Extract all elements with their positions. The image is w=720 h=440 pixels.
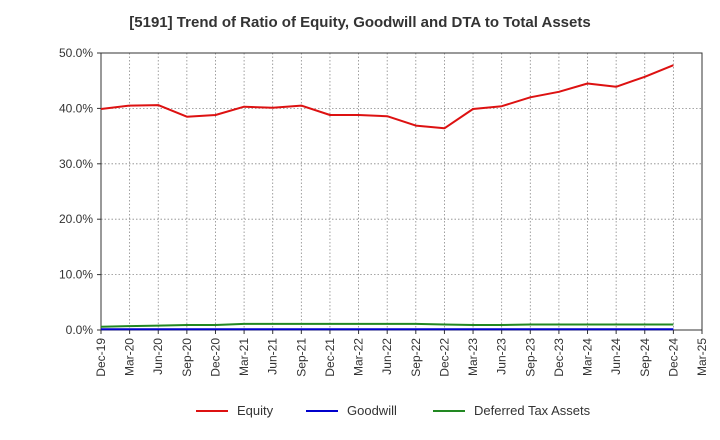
plot-area — [100, 52, 703, 331]
x-tick-label: Mar-23 — [466, 338, 480, 376]
x-tick-label: Mar-25 — [695, 338, 709, 376]
x-tick-label: Mar-22 — [352, 338, 366, 376]
legend-label-deferred-tax-assets: Deferred Tax Assets — [474, 403, 591, 418]
x-tick-label: Mar-24 — [581, 338, 595, 376]
y-tick-label: 0.0% — [66, 323, 94, 337]
series-group — [100, 64, 674, 331]
legend-label-equity: Equity — [237, 403, 274, 418]
y-tick-label: 30.0% — [59, 157, 93, 171]
x-tick-label: Sep-23 — [523, 338, 537, 377]
x-tick-label: Dec-21 — [323, 338, 337, 377]
chart-title: [5191] Trend of Ratio of Equity, Goodwil… — [129, 14, 591, 31]
grid — [101, 53, 702, 330]
x-tick-label: Dec-20 — [208, 338, 222, 377]
series-line-equity — [100, 64, 674, 130]
x-tick-label: Mar-20 — [123, 338, 137, 376]
x-tick-label: Jun-22 — [380, 338, 394, 375]
x-axis: Dec-19 Mar-20 Jun-20 Sep-20 Dec-20 Mar-21 Jun-… — [94, 330, 709, 377]
x-tick-label: Jun-23 — [495, 338, 509, 375]
x-tick-label: Jun-20 — [151, 338, 165, 375]
x-tick-label: Dec-22 — [437, 338, 451, 377]
x-tick-label: Sep-24 — [638, 338, 652, 377]
x-tick-label: Sep-22 — [409, 338, 423, 377]
x-tick-label: Jun-21 — [266, 338, 280, 375]
legend: Equity Goodwill Deferred Tax Assets — [196, 403, 591, 418]
series-line-deferred-tax-assets — [100, 322, 674, 328]
x-tick-label: Dec-19 — [94, 338, 108, 377]
x-tick-label: Jun-24 — [609, 338, 623, 375]
x-tick-label: Sep-21 — [294, 338, 308, 377]
x-tick-label: Sep-20 — [180, 338, 194, 377]
x-tick-label: Dec-24 — [666, 338, 680, 377]
legend-label-goodwill: Goodwill — [347, 403, 397, 418]
y-axis: 0.0% 10.0% 20.0% 30.0% 40.0% 50.0% — [59, 46, 101, 337]
y-tick-label: 50.0% — [59, 46, 93, 60]
x-tick-label: Mar-21 — [237, 338, 251, 376]
x-tick-label: Dec-23 — [552, 338, 566, 377]
y-tick-label: 40.0% — [59, 101, 93, 115]
y-tick-label: 20.0% — [59, 212, 93, 226]
y-tick-label: 10.0% — [59, 268, 93, 282]
